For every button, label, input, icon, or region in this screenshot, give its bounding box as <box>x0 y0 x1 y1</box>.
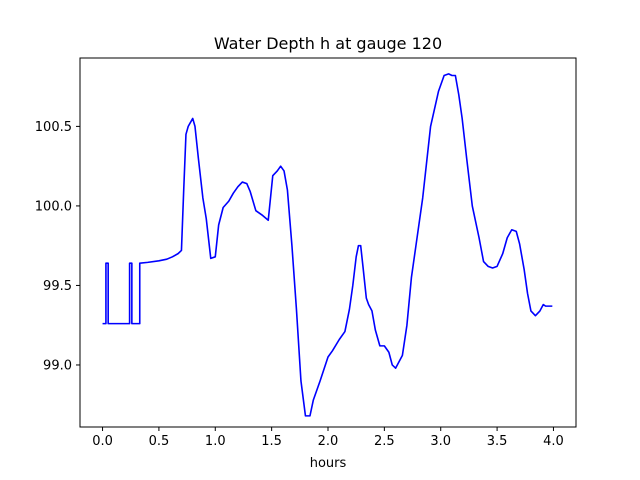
y-tick-label: 99.0 <box>43 358 72 373</box>
y-tick-label: 100.0 <box>35 199 72 214</box>
y-tick-label: 99.5 <box>43 279 72 294</box>
x-tick-label: 2.0 <box>318 434 339 449</box>
x-tick-label: 1.5 <box>261 434 282 449</box>
x-tick-label: 0.5 <box>149 434 170 449</box>
x-tick-label: 3.0 <box>430 434 451 449</box>
x-axis: 0.0 0.5 1.0 1.5 2.0 2.5 3.0 3.5 4.0 <box>92 427 564 449</box>
x-tick-label: 1.0 <box>205 434 226 449</box>
x-tick-label: 2.5 <box>374 434 395 449</box>
x-tick-label: 4.0 <box>543 434 564 449</box>
y-tick-label: 100.5 <box>35 120 72 135</box>
x-tick-label: 0.0 <box>92 434 113 449</box>
y-axis: 99.0 99.5 100.0 100.5 <box>35 120 80 373</box>
water-depth-line <box>102 73 553 417</box>
plot-area-frame <box>79 57 577 428</box>
x-tick-label: 3.5 <box>487 434 508 449</box>
chart-title: Water Depth h at gauge 120 <box>214 34 442 53</box>
x-axis-label: hours <box>310 456 347 471</box>
